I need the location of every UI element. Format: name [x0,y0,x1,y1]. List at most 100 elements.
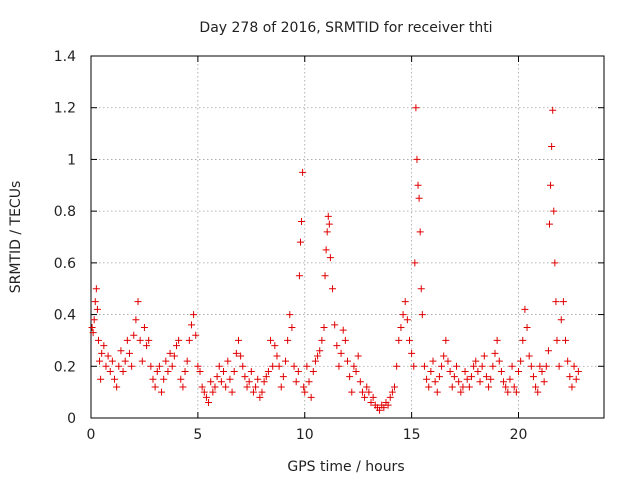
x-tick-label: 10 [296,427,314,443]
data-point [177,375,185,383]
data-point [429,357,437,365]
data-point [344,357,351,365]
data-point [198,383,206,391]
data-point [173,342,180,350]
data-point [459,383,467,391]
data-point [417,285,425,293]
data-point [162,357,170,365]
data-point [326,254,334,262]
data-point [307,393,315,401]
data-point [147,362,155,370]
data-point [256,393,264,401]
data-point [232,349,240,357]
data-point [361,393,369,401]
data-point [566,373,574,381]
data-point [88,324,96,331]
data-point [435,373,443,381]
x-tick-labels: 0 5 10 15 20 [87,427,528,443]
data-point [305,378,313,386]
data-point [179,383,187,391]
data-point [472,357,480,365]
data-point [252,383,260,391]
data-point [200,388,208,396]
data-point [557,316,565,324]
data-point [320,324,328,331]
data-point [254,375,262,383]
data-point [376,406,384,414]
data-point [427,367,435,375]
data-point [279,373,287,381]
data-point [444,357,452,365]
data-point [397,324,405,331]
data-point [478,362,486,370]
data-point [356,378,364,386]
data-point [113,383,121,391]
data-point [271,342,279,350]
data-point [438,362,446,370]
data-point [416,228,424,236]
data-point [106,367,114,375]
data-point [562,336,570,344]
data-point [294,367,302,375]
data-point [299,168,307,176]
x-tick-label: 5 [193,427,202,443]
data-point [190,311,198,319]
data-point [194,362,202,370]
data-point [153,367,161,375]
data-point [502,383,510,391]
data-point [205,398,213,406]
data-point [298,217,306,225]
data-point [91,298,99,306]
data-point [104,352,112,360]
data-point [568,383,576,391]
data-point [264,367,272,375]
data-point [527,362,535,370]
data-point [300,383,308,391]
data-point [125,349,133,357]
data-point [519,336,527,344]
y-tick-label: 0.8 [54,204,76,220]
data-point [138,357,146,365]
data-point [323,228,331,236]
data-point [97,375,105,383]
data-point [352,367,360,375]
data-point [380,404,388,412]
data-point [508,362,516,370]
data-point [181,367,189,375]
data-point [325,220,333,228]
data-point [463,375,471,383]
data-point [89,329,97,337]
data-point [296,238,304,246]
data-point [450,373,458,381]
data-point [175,336,183,344]
data-point [92,285,100,293]
data-point [207,378,215,386]
data-point [413,155,421,163]
y-tick-label: 0.6 [54,256,76,272]
data-point [234,336,242,344]
data-point [369,393,377,401]
data-point [346,373,354,381]
data-point [226,375,234,383]
data-point [470,362,478,370]
data-point [339,326,347,334]
data-point [485,383,493,391]
data-point [155,362,163,370]
data-point [495,357,503,365]
data-point [487,375,495,383]
data-point [564,357,572,365]
data-point [440,352,448,360]
data-point [559,298,567,306]
data-point [532,383,540,391]
data-point [170,352,178,360]
data-point [365,388,373,396]
data-point [570,362,578,370]
data-point [119,367,127,375]
data-point [230,367,238,375]
data-point [504,388,512,396]
data-point [467,373,475,381]
data-point [354,352,362,360]
data-point [414,181,422,189]
data-point [549,106,557,114]
gridlines [91,56,604,418]
